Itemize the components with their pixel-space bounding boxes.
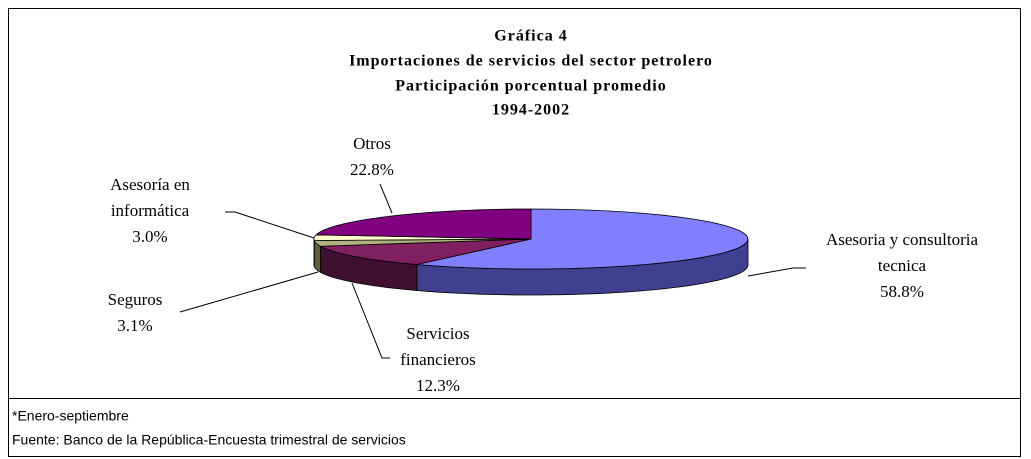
slice [313, 234, 532, 241]
slice [416, 208, 749, 270]
slice-label: Asesoría en informática 3.0% [95, 172, 205, 250]
note: Fuente: Banco de la República-Encuesta t… [12, 432, 406, 448]
category-name: Asesoría en informática [110, 175, 190, 220]
slice-label: Servicios financieros 12.3% [383, 321, 493, 399]
leaders [179, 183, 806, 359]
chart-title: 1994-2002 [492, 102, 570, 119]
value-label: 3.1% [117, 316, 153, 335]
category-name: Servicios financieros [400, 324, 476, 369]
value-label: 3.0% [132, 227, 168, 246]
value-label: 22.8% [350, 160, 394, 179]
leader-line [379, 183, 393, 214]
slice-label: Seguros 3.1% [75, 287, 195, 339]
category-name: Otros [353, 134, 391, 153]
pie [313, 208, 749, 296]
value-label: 12.3% [416, 376, 460, 395]
chart-title: Participación porcentual promedio [395, 78, 667, 95]
chart-title: Gráfica 4 [494, 28, 567, 45]
pie-tops [313, 208, 749, 270]
leader-line [179, 271, 319, 313]
chart-title: Importaciones de servicios del sector pe… [349, 53, 713, 70]
leader-line [351, 282, 390, 359]
value-label: 58.8% [880, 282, 924, 301]
leader-line [225, 211, 315, 239]
slice [318, 238, 532, 265]
leader-line [747, 267, 806, 277]
category-name: Seguros [107, 290, 163, 309]
frame [8, 8, 1021, 457]
category-name: Asesoria y consultoria tecnica [825, 230, 979, 275]
slice-label: Asesoria y consultoria tecnica 58.8% [822, 227, 982, 305]
slice [315, 208, 532, 240]
note: *Enero-septiembre [12, 408, 129, 424]
slice-label: Otros 22.8% [322, 131, 422, 183]
slice [313, 238, 532, 247]
